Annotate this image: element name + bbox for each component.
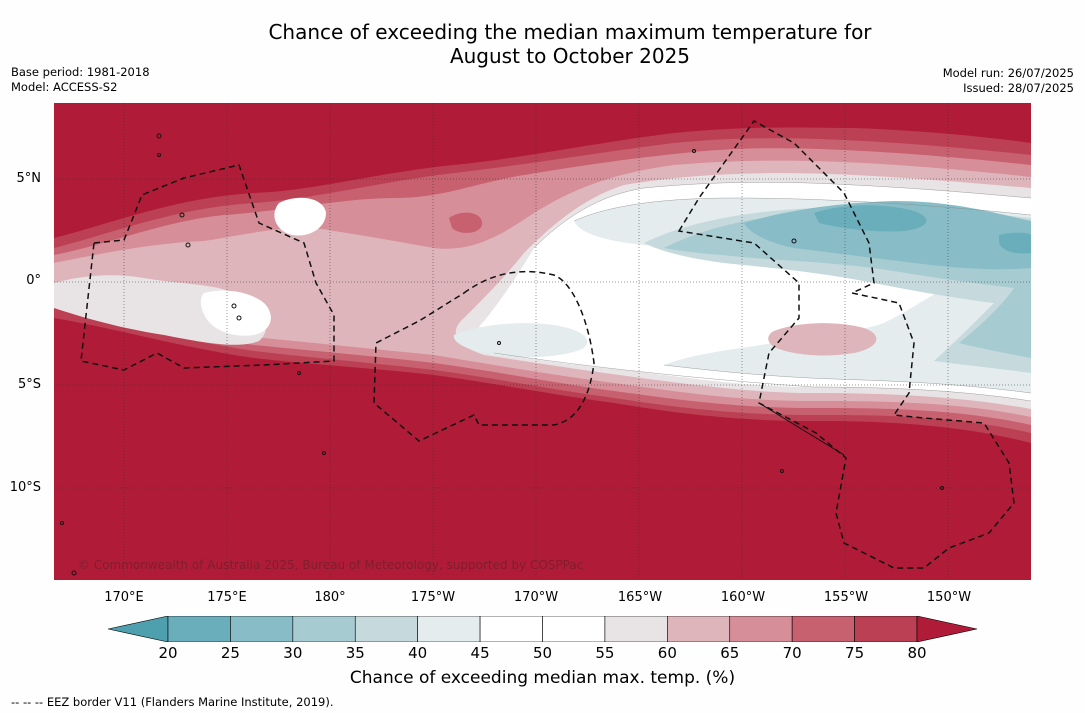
- contour-50-west: [200, 290, 271, 336]
- colorbar-cells: [167, 616, 918, 642]
- meta-right: Model run: 26/07/2025 Issued: 28/07/2025: [943, 66, 1074, 96]
- lon-label-160w: 160°W: [720, 590, 766, 605]
- lat-label-5s: 5°S: [17, 377, 41, 392]
- colorbar-cell: [542, 616, 606, 642]
- forecast-map: [54, 103, 1031, 580]
- lat-label-0: 0°: [26, 273, 41, 288]
- ocean-boundary-line: [758, 402, 845, 456]
- colorbar-tick-label: 75: [845, 644, 865, 662]
- contour-25: [814, 205, 927, 232]
- meta-left: Base period: 1981-2018 Model: ACCESS-S2: [11, 65, 150, 95]
- model-name: Model: ACCESS-S2: [11, 80, 118, 94]
- colorbar-title: Chance of exceeding median max. temp. (%…: [349, 668, 736, 688]
- colorbar-low-arrow: [108, 616, 169, 642]
- colorbar-tick-label: 40: [408, 644, 428, 662]
- eez-footnote: -- -- -- EEZ border V11 (Flanders Marine…: [11, 695, 334, 709]
- colorbar-cell: [791, 616, 855, 642]
- map-panel[interactable]: © Commonwealth of Australia 2025, Bureau…: [54, 103, 1031, 580]
- colorbar-cell: [729, 616, 793, 642]
- colorbar-tick-label: 80: [907, 644, 927, 662]
- colorbar-tick-label: 45: [470, 644, 490, 662]
- title-line-1: Chance of exceeding the median maximum t…: [268, 20, 872, 44]
- contour-65-patch: [768, 323, 877, 356]
- colorbar-cell: [230, 616, 294, 642]
- lon-label-175e: 175°E: [207, 590, 247, 605]
- contour-70-patch: [449, 212, 483, 233]
- colorbar-tick-label: 70: [782, 644, 802, 662]
- colorbar-cell: [167, 616, 231, 642]
- graticule: [54, 103, 1031, 580]
- colorbar-high-arrow: [916, 616, 978, 642]
- colorbar-cell: [854, 616, 918, 642]
- eez-borders: [80, 120, 1015, 569]
- lon-label-165w: 165°W: [617, 590, 663, 605]
- copyright-note: © Commonwealth of Australia 2025, Bureau…: [78, 558, 584, 572]
- lon-label-180: 180°: [314, 590, 346, 605]
- colorbar-tick-label: 30: [283, 644, 303, 662]
- colorbar-tick-label: 60: [657, 644, 677, 662]
- contour-30: [744, 201, 1031, 270]
- colorbar-tick-label: 20: [158, 644, 178, 662]
- base-period: Base period: 1981-2018: [11, 65, 150, 79]
- colorbar-tick-label: 25: [220, 644, 240, 662]
- colorbar-tick-label: 65: [720, 644, 740, 662]
- colorbar: [108, 616, 978, 642]
- colorbar-cell: [417, 616, 481, 642]
- colorbar-cell: [354, 616, 418, 642]
- colorbar-cell: [604, 616, 668, 642]
- contour-25-east: [999, 232, 1031, 254]
- colorbar-tick-label: 35: [345, 644, 365, 662]
- colorbar-tick-label: 50: [532, 644, 553, 662]
- contour-lines: [493, 182, 1031, 402]
- map-title: Chance of exceeding the median maximum t…: [0, 20, 1085, 68]
- islands: [60, 133, 944, 576]
- colorbar-cell: [667, 616, 731, 642]
- model-run: Model run: 26/07/2025: [942, 66, 1074, 80]
- colorbar-cell: [292, 616, 356, 642]
- contour-50-nw: [274, 197, 326, 236]
- lon-label-170w: 170°W: [513, 590, 559, 605]
- issued-date: Issued: 28/07/2025: [963, 81, 1074, 95]
- colorbar-cell: [479, 616, 543, 642]
- lon-label-150w: 150°W: [926, 590, 972, 605]
- lon-label-170e: 170°E: [104, 590, 144, 605]
- colorbar-tick-label: 55: [595, 644, 615, 662]
- title-line-2: August to October 2025: [449, 44, 691, 68]
- lon-label-155w: 155°W: [823, 590, 869, 605]
- lon-label-175w: 175°W: [410, 590, 456, 605]
- lat-label-5n: 5°N: [16, 171, 42, 186]
- contour-45-south: [453, 323, 588, 358]
- lat-label-10s: 10°S: [9, 480, 41, 495]
